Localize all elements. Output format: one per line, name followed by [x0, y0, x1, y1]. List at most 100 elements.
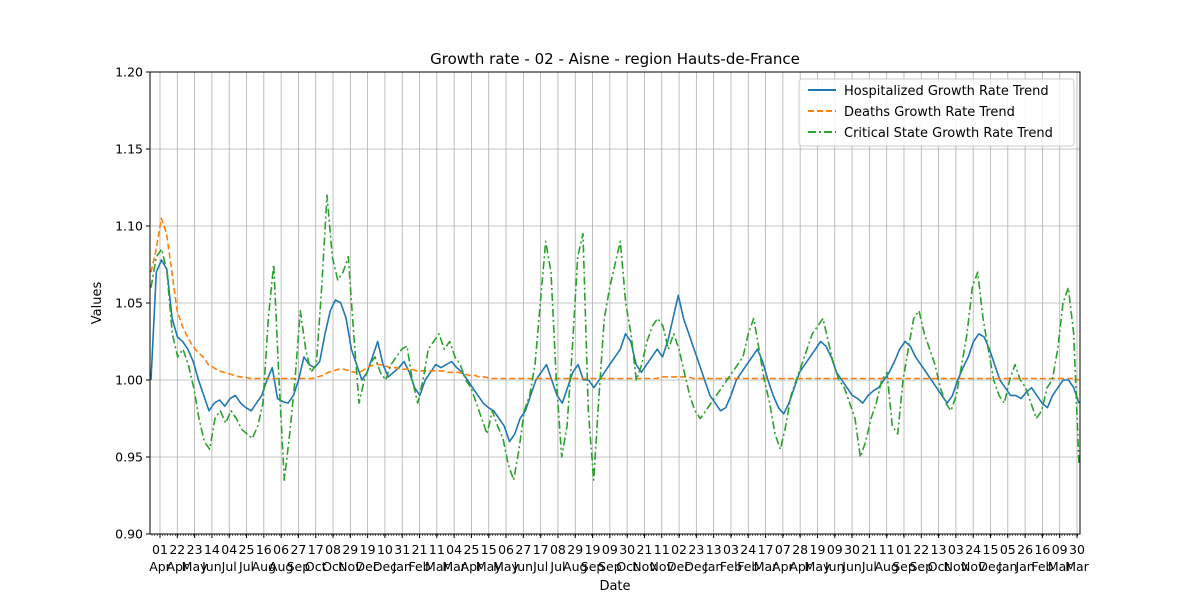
x-tick-month: Sep — [910, 559, 934, 574]
x-tick-month: Feb — [1031, 559, 1053, 574]
x-tick-day: 09 — [827, 542, 843, 557]
x-tick-month: Apr — [789, 559, 811, 574]
x-tick-day: 15 — [983, 542, 999, 557]
x-tick-month: Aug — [269, 559, 293, 574]
legend-label-deaths: Deaths Growth Rate Trend — [844, 105, 1015, 120]
x-tick-day: 17 — [758, 542, 774, 557]
x-tick-day: 26 — [1017, 542, 1033, 557]
x-tick-month: Nov — [632, 559, 657, 574]
x-tick-day: 22 — [913, 542, 929, 557]
y-tick-label: 0.95 — [115, 450, 143, 465]
y-tick-label: 1.10 — [115, 219, 143, 234]
x-tick-month: Nov — [338, 559, 363, 574]
x-tick-day: 08 — [325, 542, 341, 557]
x-tick-month: Nov — [650, 559, 675, 574]
x-tick-day: 10 — [377, 542, 393, 557]
y-tick-label: 0.90 — [115, 527, 143, 542]
series-layer — [150, 194, 1080, 481]
x-tick-day: 07 — [775, 542, 791, 557]
x-tick-day: 23 — [187, 542, 203, 557]
x-tick-month: Oct — [305, 559, 327, 574]
legend-label-hospitalized: Hospitalized Growth Rate Trend — [844, 84, 1049, 99]
x-tick-month: Jul — [532, 559, 548, 574]
x-tick-month: Jun — [824, 559, 845, 574]
x-tick-day: 19 — [360, 542, 376, 557]
x-tick-month: Dec — [684, 559, 708, 574]
x-tick-month: Oct — [322, 559, 344, 574]
x-tick-month: Mar — [1065, 559, 1089, 574]
x-tick-day: 24 — [740, 542, 756, 557]
x-tick-day: 16 — [1034, 542, 1050, 557]
x-tick-day: 02 — [671, 542, 687, 557]
grid-lines — [150, 71, 1080, 535]
x-tick-month: Oct — [928, 559, 950, 574]
hospitalized-trend-line — [150, 259, 1080, 443]
x-tick-day: 04 — [446, 542, 462, 557]
x-tick-day: 27 — [290, 542, 306, 557]
x-tick-day: 28 — [792, 542, 808, 557]
x-tick-month: Jul — [861, 559, 877, 574]
x-tick-day: 24 — [965, 542, 981, 557]
y-tick-label: 1.15 — [115, 142, 143, 157]
x-tick-day: 01 — [896, 542, 912, 557]
x-tick-month: Mar — [1048, 559, 1072, 574]
x-axis-ticks: 01Apr22Apr23May14Jun04Jul25Jul16Aug06Aug… — [149, 534, 1090, 574]
x-tick-month: Jul — [221, 559, 237, 574]
x-tick-month: May — [476, 559, 502, 574]
x-tick-day: 11 — [654, 542, 670, 557]
x-tick-day: 22 — [169, 542, 185, 557]
x-tick-day: 06 — [498, 542, 514, 557]
legend: Hospitalized Growth Rate Trend Deaths Gr… — [798, 78, 1075, 147]
x-tick-day: 29 — [342, 542, 358, 557]
x-tick-day: 09 — [602, 542, 618, 557]
x-tick-day: 11 — [879, 542, 895, 557]
x-tick-day: 27 — [515, 542, 531, 557]
x-tick-month: Aug — [874, 559, 898, 574]
x-tick-day: 21 — [636, 542, 652, 557]
x-tick-month: Dec — [978, 559, 1002, 574]
x-tick-day: 21 — [412, 542, 428, 557]
x-tick-month: Jan — [1014, 559, 1034, 574]
x-tick-day: 17 — [308, 542, 324, 557]
x-tick-month: Jan — [997, 559, 1017, 574]
x-tick-day: 13 — [706, 542, 722, 557]
x-tick-month: May — [805, 559, 831, 574]
x-tick-month: Sep — [598, 559, 622, 574]
x-tick-month: Jan — [703, 559, 723, 574]
x-tick-month: Aug — [563, 559, 587, 574]
x-tick-day: 04 — [221, 542, 237, 557]
x-tick-day: 21 — [861, 542, 877, 557]
deaths-trend-line — [150, 217, 1080, 381]
x-tick-day: 30 — [1069, 542, 1085, 557]
x-tick-day: 29 — [567, 542, 583, 557]
x-tick-month: Apr — [772, 559, 794, 574]
x-tick-day: 03 — [948, 542, 964, 557]
x-tick-day: 01 — [152, 542, 168, 557]
x-tick-month: Dec — [356, 559, 380, 574]
x-tick-month: Sep — [287, 559, 311, 574]
x-tick-month: May — [493, 559, 519, 574]
x-tick-day: 03 — [723, 542, 739, 557]
x-tick-month: Mar — [425, 559, 449, 574]
x-tick-day: 15 — [481, 542, 497, 557]
x-tick-day: 25 — [463, 542, 479, 557]
chart-title: Growth rate - 02 - Aisne - region Hauts-… — [430, 50, 800, 68]
x-tick-month: Mar — [754, 559, 778, 574]
x-tick-month: Jun — [513, 559, 534, 574]
x-tick-day: 09 — [1052, 542, 1068, 557]
x-tick-month: Apr — [149, 559, 171, 574]
x-tick-month: Nov — [961, 559, 986, 574]
legend-box — [798, 78, 1075, 147]
x-tick-month: Apr — [166, 559, 188, 574]
x-tick-month: Dec — [667, 559, 691, 574]
x-axis-label: Date — [599, 579, 630, 594]
x-tick-month: Sep — [892, 559, 916, 574]
x-tick-month: Jul — [549, 559, 565, 574]
y-tick-label: 1.20 — [115, 65, 143, 80]
x-tick-month: Aug — [252, 559, 276, 574]
y-axis-label: Values — [90, 282, 105, 325]
y-axis-ticks: 0.90 0.95 1.00 1.05 1.10 1.15 1.20 — [115, 65, 150, 542]
x-tick-day: 17 — [533, 542, 549, 557]
x-tick-day: 31 — [394, 542, 410, 557]
